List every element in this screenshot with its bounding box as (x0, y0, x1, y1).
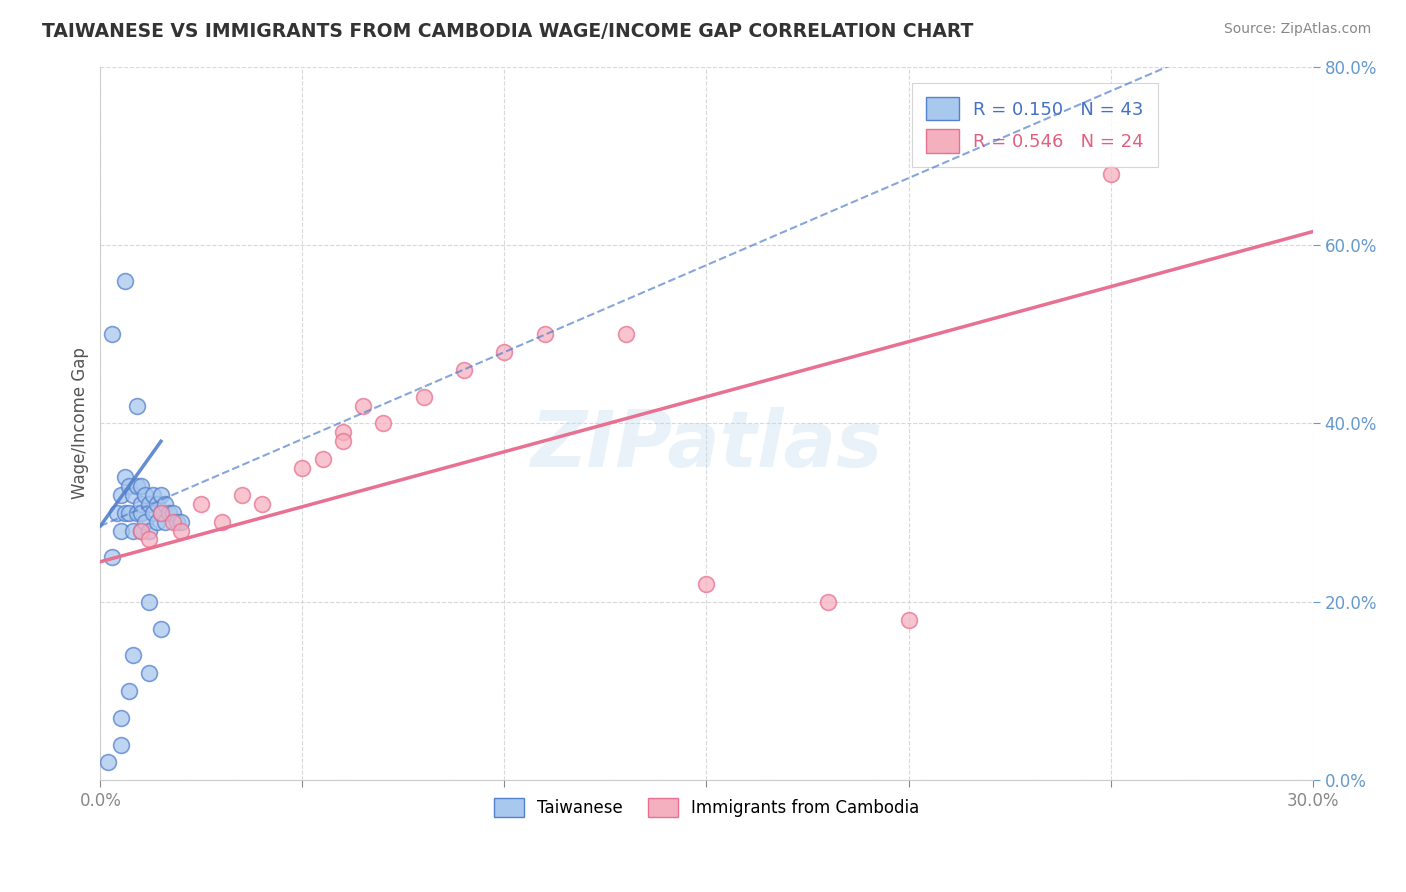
Point (250, 497, 273, 511)
Point (373, 417, 395, 431)
Point (157, 506, 180, 520)
Point (97, 756, 120, 770)
Text: Source: ZipAtlas.com: Source: ZipAtlas.com (1223, 22, 1371, 37)
Point (110, 524, 132, 538)
Point (1099, 167, 1122, 181)
Point (153, 497, 176, 511)
Point (149, 488, 172, 502)
Point (121, 488, 143, 502)
Point (534, 327, 557, 342)
Point (117, 479, 139, 493)
Point (129, 524, 152, 538)
Point (138, 533, 160, 547)
Point (146, 515, 169, 529)
Point (138, 595, 160, 609)
Point (114, 506, 136, 520)
Point (170, 524, 193, 538)
Point (231, 488, 253, 502)
Point (162, 515, 184, 529)
Point (134, 488, 156, 502)
Point (105, 506, 128, 520)
Point (190, 497, 212, 511)
Point (352, 399, 374, 413)
Point (110, 711, 132, 725)
Point (142, 506, 165, 520)
Point (149, 506, 172, 520)
Point (695, 577, 717, 591)
Point (138, 666, 160, 681)
Point (121, 648, 143, 663)
Point (149, 622, 172, 636)
Legend: Taiwanese, Immigrants from Cambodia: Taiwanese, Immigrants from Cambodia (485, 789, 928, 825)
Point (311, 452, 333, 467)
Point (170, 515, 193, 529)
Point (129, 497, 152, 511)
Point (149, 506, 172, 520)
Point (101, 327, 124, 342)
Point (129, 479, 152, 493)
Point (138, 524, 160, 538)
Point (453, 363, 475, 377)
Point (211, 515, 233, 529)
Point (332, 425, 354, 440)
Point (817, 595, 839, 609)
Point (897, 613, 920, 627)
Point (125, 479, 148, 493)
Point (166, 515, 188, 529)
Point (153, 515, 176, 529)
Point (138, 497, 160, 511)
Point (110, 488, 132, 502)
Point (129, 506, 152, 520)
Point (125, 399, 148, 413)
Point (146, 497, 169, 511)
Point (134, 515, 156, 529)
Point (117, 684, 139, 698)
Text: TAIWANESE VS IMMIGRANTS FROM CAMBODIA WAGE/INCOME GAP CORRELATION CHART: TAIWANESE VS IMMIGRANTS FROM CAMBODIA WA… (42, 22, 973, 41)
Point (162, 506, 184, 520)
Point (110, 738, 132, 752)
Point (121, 524, 143, 538)
Point (101, 550, 124, 565)
Point (494, 345, 516, 359)
Point (142, 488, 165, 502)
Point (125, 506, 148, 520)
Point (332, 434, 354, 449)
Point (117, 506, 139, 520)
Point (114, 470, 136, 484)
Point (114, 274, 136, 288)
Point (291, 461, 314, 475)
Y-axis label: Wage/Income Gap: Wage/Income Gap (72, 348, 89, 500)
Point (129, 524, 152, 538)
Text: ZIPatlas: ZIPatlas (530, 407, 883, 483)
Point (412, 390, 434, 404)
Point (614, 327, 637, 342)
